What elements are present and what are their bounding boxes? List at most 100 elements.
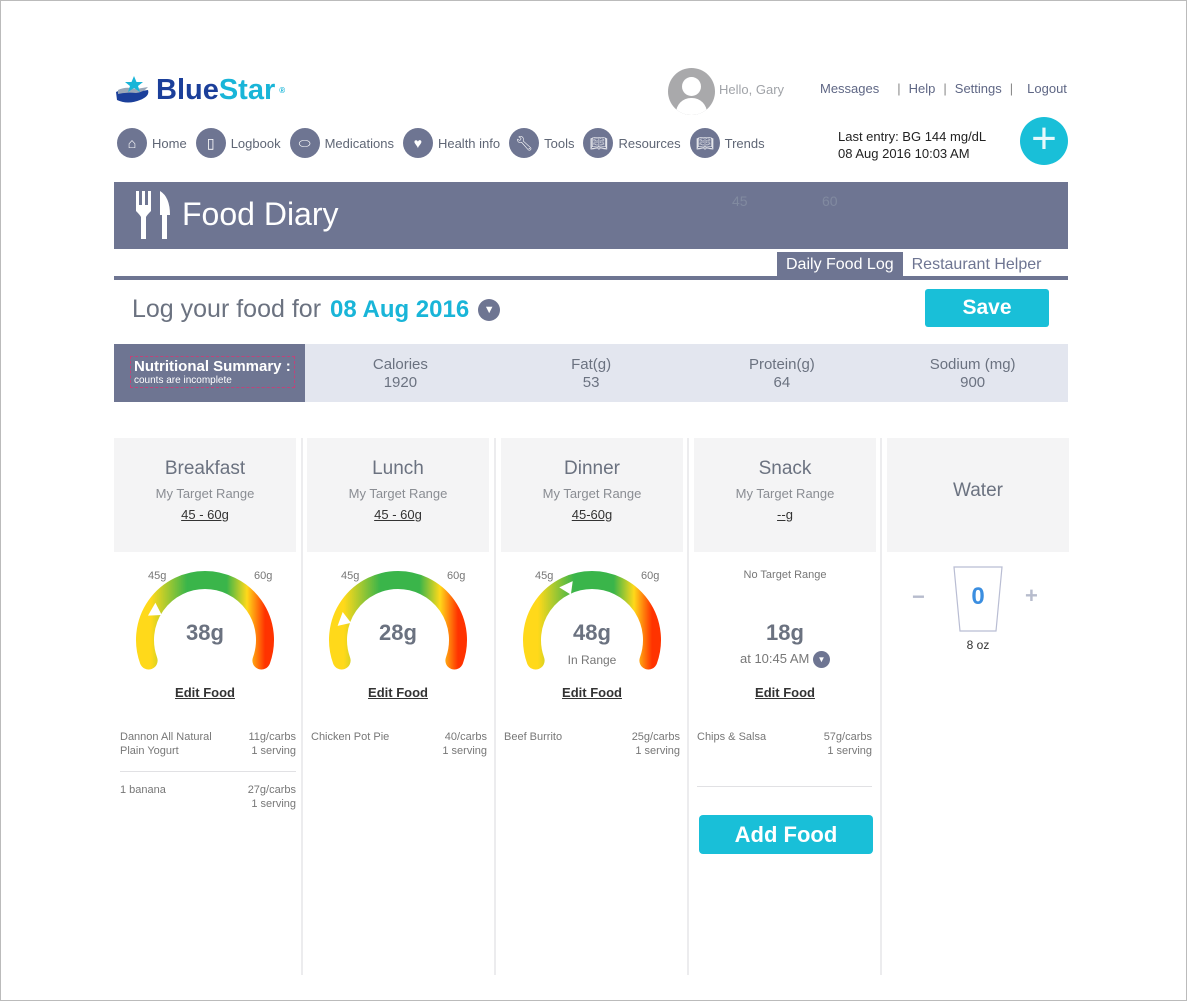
target-range-link[interactable]: 45-60g <box>571 507 613 522</box>
logo-trademark: ® <box>279 86 286 95</box>
last-entry: Last entry: BG 144 mg/dL 08 Aug 2016 10:… <box>838 128 986 162</box>
target-range-link[interactable]: --g <box>777 507 793 522</box>
nav-label: Trends <box>724 135 765 151</box>
time-dropdown-icon[interactable]: ▼ <box>813 651 830 669</box>
meal-dinner: Dinner My Target Range 45-60g 45g 60g 48… <box>501 438 683 757</box>
meal-snack: Snack My Target Range --g No Target Rang… <box>694 438 876 854</box>
no-target-label: No Target Range <box>743 569 827 581</box>
home-icon: ⌂ <box>117 128 147 158</box>
wrench-icon: 🔧︎ <box>509 128 540 158</box>
nav-label: Tools <box>544 135 575 151</box>
food-diary-banner: Food Diary 45 60 <box>114 182 1068 249</box>
edit-food-link[interactable]: Edit Food <box>755 685 815 700</box>
nav-tools[interactable]: 🔧︎ Tools <box>509 128 574 158</box>
log-date[interactable]: 08 Aug 2016 <box>330 295 470 323</box>
meal-name: Dinner <box>564 458 620 479</box>
date-dropdown-icon[interactable]: ▼ <box>478 298 501 321</box>
target-range-label: My Target Range <box>348 486 448 501</box>
summary-value: 900 <box>960 374 986 391</box>
target-range-label: My Target Range <box>542 486 642 501</box>
meal-breakfast: Breakfast My Target Range 45 - 60g 45g 6… <box>114 438 296 810</box>
column-divider <box>494 438 496 975</box>
meal-card: Lunch My Target Range 45 - 60g <box>307 438 489 552</box>
logo-text-star: Star <box>218 74 276 106</box>
logout-link[interactable]: Logout <box>1027 81 1067 96</box>
food-carbs: 40/carbs <box>444 731 487 743</box>
water-title: Water <box>953 480 1003 501</box>
nav-resources[interactable]: 📖︎ Resources <box>583 128 681 158</box>
tab-restaurant-helper[interactable]: Restaurant Helper <box>911 256 1042 273</box>
target-range-link[interactable]: 45 - 60g <box>181 507 229 522</box>
snack-time: at 10:45 AM <box>739 651 810 666</box>
summary-protein: Protein(g) 64 <box>687 344 878 402</box>
add-food-button[interactable]: Add Food <box>699 815 873 854</box>
avatar[interactable] <box>668 68 715 115</box>
water-decrement-button[interactable]: − <box>912 584 925 609</box>
nav-health-info[interactable]: ♥ Health info <box>402 128 500 158</box>
meal-name: Lunch <box>372 458 424 479</box>
column-divider <box>687 438 689 975</box>
help-link[interactable]: Help <box>908 81 936 96</box>
food-serving: 1 serving <box>827 745 872 757</box>
summary-label: Fat(g) <box>571 356 612 373</box>
messages-link[interactable]: Messages <box>820 81 880 96</box>
add-entry-button[interactable]: + <box>1020 117 1068 165</box>
heart-icon: ♥ <box>402 128 433 158</box>
food-serving: 1 serving <box>251 798 296 810</box>
food-name: Dannon All Natural Plain Yogurt <box>120 731 212 757</box>
edit-food-link[interactable]: Edit Food <box>562 685 622 700</box>
open-book-icon: 📖︎ <box>583 128 614 158</box>
save-button[interactable]: Save <box>925 289 1049 327</box>
log-date-row: Log your food for 08 Aug 2016 ▼ <box>132 295 501 324</box>
carb-gauge <box>523 571 661 670</box>
gauge-high-label: 60g <box>254 570 273 582</box>
last-entry-reading: Last entry: BG 144 mg/dL <box>838 129 987 144</box>
tab-daily-food-log[interactable]: Daily Food Log <box>777 252 903 277</box>
target-range-link[interactable]: 45 - 60g <box>374 507 422 522</box>
summary-value: 1920 <box>383 374 418 391</box>
meal-name: Breakfast <box>164 458 246 479</box>
fork-knife-icon <box>136 191 170 239</box>
page-title: Food Diary <box>182 196 339 232</box>
meal-card: Breakfast My Target Range 45 - 60g <box>114 438 296 552</box>
food-serving: 1 serving <box>442 745 487 757</box>
snack-time-row: at 10:45 AM ▼ <box>694 651 876 669</box>
food-item[interactable]: Chicken Pot Pie 40/carbs 1 serving <box>311 730 487 758</box>
nav-medications[interactable]: ⬭ Medications <box>289 128 394 158</box>
summary-title: Nutritional Summary : <box>134 358 291 375</box>
meal-lunch: Lunch My Target Range 45 - 60g 45g 60g 2… <box>307 438 489 757</box>
edit-food-link[interactable]: Edit Food <box>368 685 428 700</box>
book-icon: ▯ <box>195 128 226 158</box>
summary-label: Calories <box>372 356 428 373</box>
water-tracker: Water − 0 8 oz + <box>887 438 1069 652</box>
gauge-pointer <box>147 602 162 616</box>
summary-sodium: Sodium (mg) 900 <box>877 344 1068 402</box>
food-item[interactable]: Beef Burrito 25g/carbs 1 serving <box>504 730 680 758</box>
summary-label: Protein(g) <box>748 356 815 373</box>
food-name: Beef Burrito <box>504 731 563 743</box>
nutritional-summary: Nutritional Summary : counts are incompl… <box>114 344 1068 402</box>
carb-value: 18g <box>766 620 804 645</box>
range-status: In Range <box>567 653 617 667</box>
food-item[interactable]: Dannon All Natural Plain Yogurt 11g/carbs… <box>120 730 296 758</box>
nav-label: Home <box>152 135 187 151</box>
nav-trends[interactable]: 📖︎ Trends <box>689 128 765 158</box>
food-item[interactable]: Chips & Salsa 57g/carbs 1 serving <box>697 730 872 758</box>
bluestar-logo[interactable]: Blue Star ® <box>114 74 285 107</box>
nav-logbook[interactable]: ▯ Logbook <box>195 128 281 158</box>
settings-link[interactable]: Settings <box>954 81 1002 96</box>
water-cup-icon <box>953 566 1003 632</box>
water-increment-button[interactable]: + <box>1025 583 1038 608</box>
nav-label: Resources <box>618 135 681 151</box>
food-item[interactable]: 1 banana 27g/carbs 1 serving <box>120 783 296 811</box>
meal-card: Snack My Target Range --g <box>694 438 876 552</box>
tab-underline <box>114 276 1068 280</box>
summary-subtitle: counts are incomplete <box>134 375 232 386</box>
food-serving: 1 serving <box>635 745 680 757</box>
top-links: Messages | Help | Settings | Logout <box>820 81 1067 96</box>
nav-home[interactable]: ⌂ Home <box>117 128 187 158</box>
column-divider <box>880 438 882 975</box>
column-divider <box>301 438 303 975</box>
food-carbs: 25g/carbs <box>631 731 680 743</box>
edit-food-link[interactable]: Edit Food <box>175 685 235 700</box>
